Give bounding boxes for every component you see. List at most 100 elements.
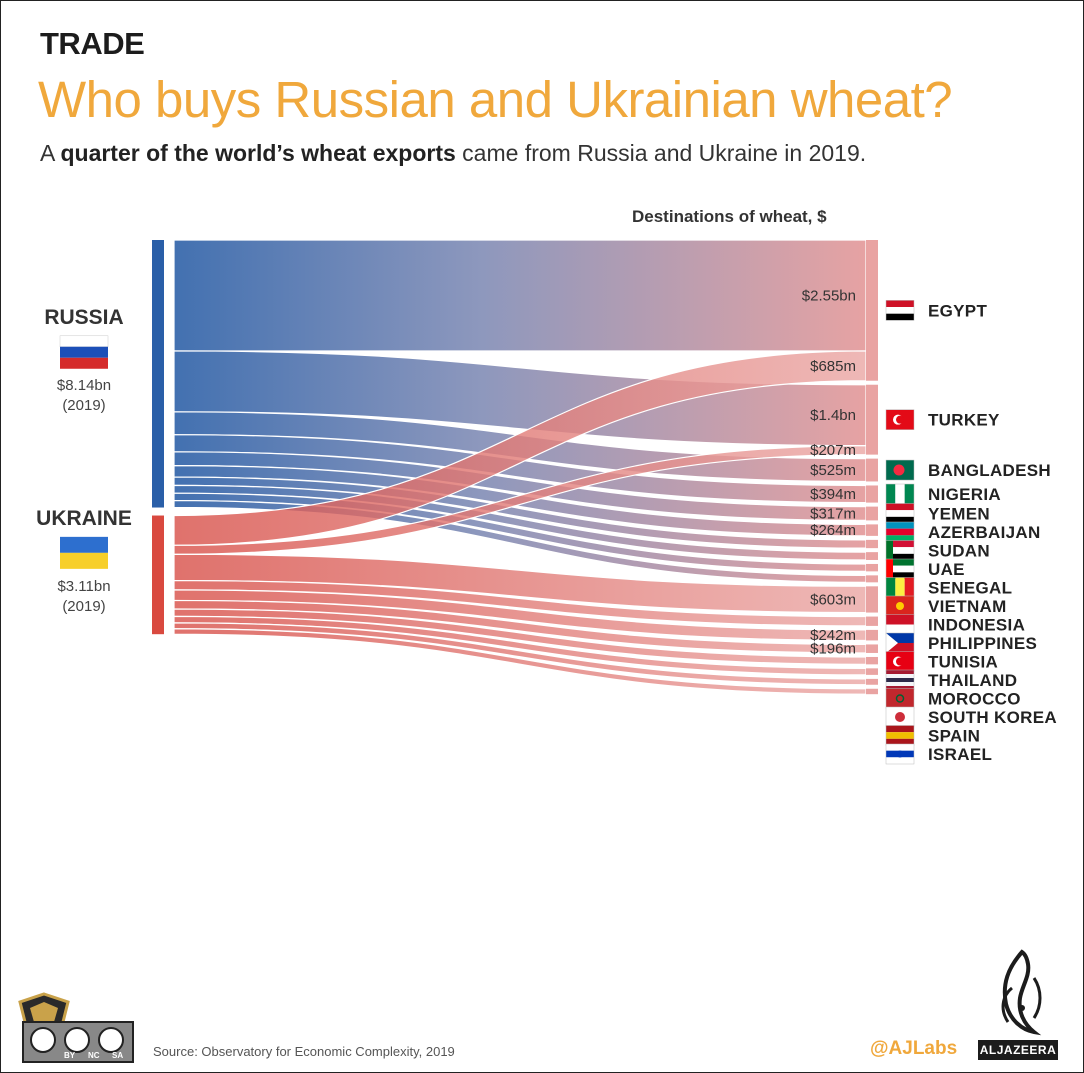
nigeria-flag-stripe — [886, 484, 896, 505]
dest-bar-bangladesh — [866, 458, 878, 482]
dest-bar-south-korea — [866, 668, 878, 675]
spain-flag-stripe — [886, 725, 914, 733]
page-title: Who buys Russian and Ukrainian wheat? — [38, 71, 953, 128]
dest-label-turkey: TURKEY — [928, 411, 1000, 430]
source-label-ukraine: UKRAINE — [36, 507, 132, 530]
south-korea-flag-taegeuk — [895, 711, 905, 722]
israel-flag-stripe — [886, 750, 914, 758]
russia-flag-white — [59, 335, 109, 348]
philippines-flag-stripe — [886, 632, 914, 643]
dest-bar-sudan — [866, 539, 878, 549]
bangladesh-flag — [885, 459, 915, 481]
flow-ukraine-to-tunisia — [173, 589, 867, 642]
source-bar-ukraine — [152, 515, 164, 635]
dest-bar-thailand — [866, 644, 878, 653]
sudan-flag-stripe — [886, 553, 914, 561]
dest-label-philippines: PHILIPPINES — [928, 634, 1037, 653]
azerbaijan-flag-stripe — [886, 535, 914, 542]
dest-label-spain: SPAIN — [928, 726, 980, 745]
bangladesh-flag-disc — [893, 464, 905, 476]
dest-bar-egypt — [866, 240, 878, 381]
dest-label-senegal: SENEGAL — [928, 578, 1012, 597]
spain-flag-stripe — [886, 738, 914, 746]
thailand-flag-stripe — [886, 669, 914, 674]
turkey-flag — [885, 409, 915, 430]
dest-bar-yemen — [866, 506, 878, 521]
dest-label-sudan: SUDAN — [928, 541, 990, 560]
ajlabs-handle[interactable]: @AJLabs — [870, 1038, 958, 1059]
dest-label-indonesia: INDONESIA — [928, 615, 1025, 634]
dest-label-azerbaijan: AZERBAIJAN — [928, 523, 1041, 542]
source-label-russia: RUSSIA — [44, 306, 123, 329]
dest-bar-vietnam — [866, 575, 878, 583]
russia-flag-red — [60, 357, 108, 369]
dest-label-south-korea: SOUTH KOREA — [928, 708, 1057, 727]
flow-value-russia-turkey: $1.4bn — [810, 407, 856, 424]
creative-commons-badge: BY NC SA — [22, 1021, 134, 1063]
uae-flag-stripe — [886, 572, 914, 579]
ukraine-flag-blue — [60, 536, 108, 553]
senegal-flag-stripe — [886, 577, 896, 598]
morocco-flag-stripe — [886, 688, 914, 709]
azerbaijan-flag-stripe — [886, 528, 914, 536]
aljazeera-logo-icon — [1001, 949, 1042, 1036]
source-note: Source: Observatory for Economic Complex… — [153, 1044, 455, 1059]
dest-bar-azerbaijan — [866, 524, 878, 536]
destinations-header: Destinations of wheat, $ — [632, 207, 827, 226]
philippines-flag — [885, 632, 915, 654]
dest-bar-indonesia — [866, 586, 878, 613]
south-korea-flag — [885, 706, 915, 728]
thailand-flag-stripe — [886, 685, 914, 690]
israel-flag-stripe — [886, 757, 914, 764]
thailand-flag-stripe — [886, 681, 914, 686]
senegal-flag — [885, 577, 915, 598]
sudan-flag-stripe — [886, 547, 914, 554]
bangladesh-flag-border — [885, 459, 915, 481]
dest-bar-nigeria — [866, 485, 878, 503]
uae-flag-stripe — [886, 565, 914, 573]
dest-label-uae: UAE — [928, 560, 965, 579]
flow-value-russia-nigeria: $394m — [810, 486, 856, 503]
cc-nc-icon — [98, 1027, 124, 1053]
dest-bar-senegal — [866, 563, 878, 572]
turkey-flag-crescent-cut — [896, 415, 904, 424]
dest-bar-morocco — [866, 656, 878, 665]
flow-value-ukraine-tunisia: $242m — [810, 627, 856, 644]
thailand-flag-stripe — [886, 677, 914, 682]
nigeria-flag-stripe — [895, 484, 905, 505]
vietnam-flag — [885, 595, 915, 617]
azerbaijan-flag — [885, 521, 915, 543]
dest-bar-turkey — [866, 384, 878, 455]
cc-sa-label: SA — [112, 1051, 124, 1060]
dest-bar-uae — [866, 552, 878, 560]
source-bar-russia — [152, 240, 164, 508]
subtitle: A quarter of the world’s wheat exports c… — [40, 140, 866, 167]
dest-label-bangladesh: BANGLADESH — [928, 461, 1051, 480]
israel-flag-star — [896, 750, 904, 758]
dest-label-yemen: YEMEN — [928, 504, 990, 523]
cc-icon — [30, 1027, 56, 1053]
yemen-flag-stripe — [886, 503, 914, 511]
yemen-flag — [885, 503, 915, 524]
israel-flag-border — [885, 743, 915, 765]
flow-value-russia-bangladesh: $525m — [810, 462, 856, 479]
nigeria-flag-stripe — [904, 484, 914, 505]
uae-flag-stripe — [886, 558, 914, 566]
yemen-flag-stripe — [886, 510, 914, 517]
morocco-flag — [885, 688, 915, 709]
uae-flag-hoist — [886, 558, 893, 579]
israel-flag — [885, 743, 915, 765]
uae-flag — [885, 558, 915, 580]
dest-label-tunisia: TUNISIA — [928, 652, 998, 671]
flow-value-russia-azerbaijan: $264m — [810, 522, 856, 539]
cc-nc-label: NC — [88, 1051, 100, 1060]
indonesia-flag-stripe — [886, 624, 914, 635]
dest-label-egypt: EGYPT — [928, 301, 987, 320]
sudan-flag-stripe — [886, 540, 914, 548]
spain-flag-stripe — [886, 732, 914, 739]
dest-bar-philippines — [866, 616, 878, 626]
spain-flag — [885, 725, 915, 746]
philippines-flag-triangle — [886, 632, 898, 653]
egypt-flag-stripe — [886, 300, 914, 308]
